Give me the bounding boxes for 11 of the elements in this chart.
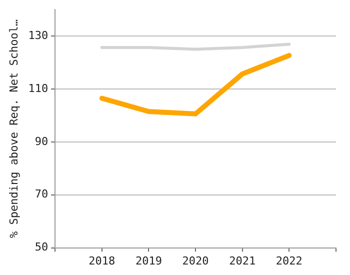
x-tick-label: 2020: [182, 254, 209, 268]
x-tick-label: 2019: [135, 254, 162, 268]
y-tick-label: 70: [34, 188, 48, 201]
y-tick-label: 110: [28, 82, 48, 95]
x-tick-label: 2022: [276, 254, 302, 268]
x-tick-label: 2021: [229, 254, 256, 268]
x-tick-label: 2018: [88, 254, 116, 268]
y-tick-label: 130: [28, 28, 48, 42]
y-axis-title: % Spending above Req. Net School…: [7, 19, 20, 238]
y-tick-label: 50: [34, 240, 48, 254]
y-tick-label: 90: [34, 134, 48, 148]
